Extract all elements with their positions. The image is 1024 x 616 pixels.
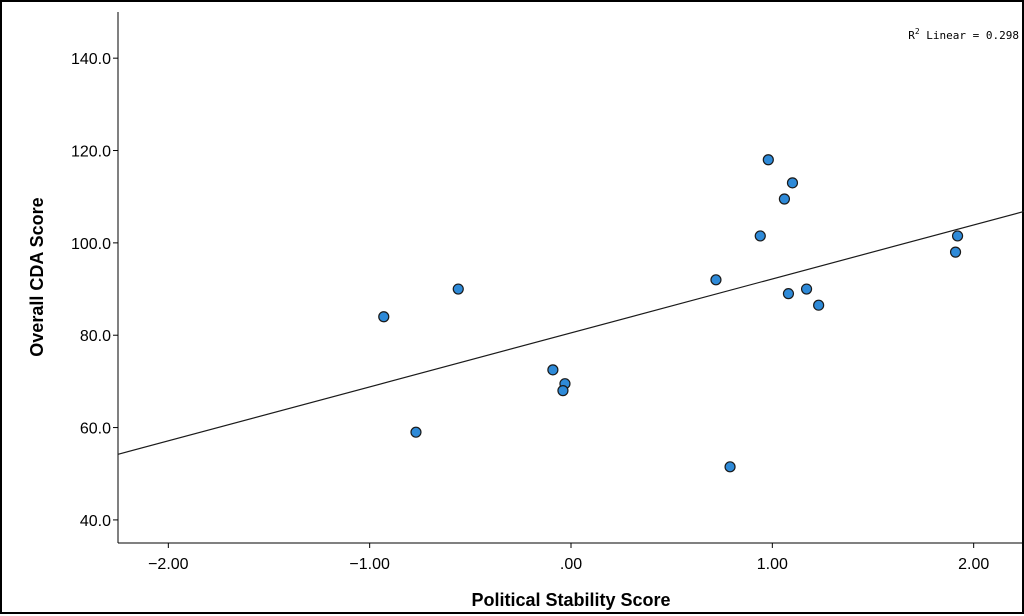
data-point xyxy=(786,177,799,189)
data-point xyxy=(724,461,736,473)
axes xyxy=(113,12,1024,548)
x-tick-label: 1.00 xyxy=(757,556,788,573)
data-point xyxy=(754,230,766,242)
y-tick-label: 40.0 xyxy=(80,513,111,530)
fit-line xyxy=(117,210,1024,455)
data-point xyxy=(951,230,964,242)
data-point xyxy=(378,311,390,323)
y-tick-label: 100.0 xyxy=(71,236,111,253)
data-point xyxy=(452,283,464,295)
x-tick-label: .00 xyxy=(560,556,582,573)
y-axis-title: Overall CDA Score xyxy=(27,197,47,356)
data-point xyxy=(410,426,422,438)
y-tick-label: 120.0 xyxy=(71,144,111,161)
x-axis-title: Political Stability Score xyxy=(471,590,670,610)
y-tick-label: 60.0 xyxy=(80,421,111,438)
r-squared-annotation: R2 Linear = 0.298 xyxy=(908,27,1019,42)
y-tick-label: 140.0 xyxy=(71,51,111,68)
data-points xyxy=(378,154,964,473)
data-point xyxy=(557,385,569,397)
x-tick-label: 2.00 xyxy=(958,556,989,573)
data-point xyxy=(778,193,791,205)
y-tick-label: 80.0 xyxy=(80,328,111,345)
fit-line-group xyxy=(117,210,1024,455)
data-point xyxy=(813,299,825,311)
x-tick-label: −1.00 xyxy=(349,556,390,573)
data-point xyxy=(949,246,962,258)
data-point xyxy=(762,154,774,166)
data-point xyxy=(800,283,813,295)
data-point xyxy=(782,288,795,300)
data-point xyxy=(547,364,559,376)
data-point xyxy=(710,274,722,286)
x-tick-label: −2.00 xyxy=(148,556,189,573)
tick-labels: −2.00 −1.00 .00 1.00 2.00 40.0 60.0 80.0 100.0 12… xyxy=(71,51,989,573)
